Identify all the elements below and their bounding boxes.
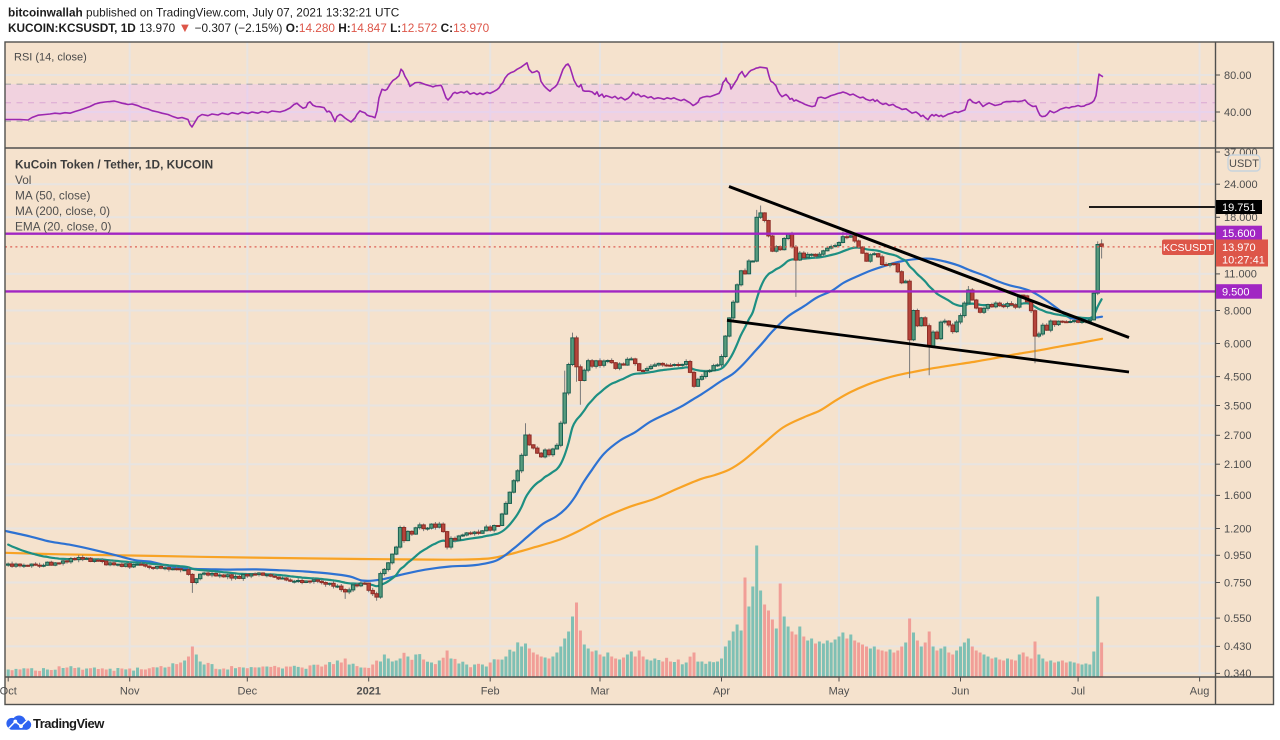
svg-text:8.000: 8.000 bbox=[1224, 305, 1252, 317]
svg-text:Dec: Dec bbox=[238, 686, 258, 698]
svg-text:4.500: 4.500 bbox=[1224, 371, 1252, 383]
svg-text:bitcoinwallah published on Tra: bitcoinwallah published on TradingView.c… bbox=[8, 6, 400, 20]
svg-text:2.700: 2.700 bbox=[1224, 430, 1252, 442]
svg-text:24.000: 24.000 bbox=[1224, 179, 1258, 191]
svg-text:Nov: Nov bbox=[120, 686, 140, 698]
svg-text:0.340: 0.340 bbox=[1224, 668, 1252, 680]
svg-text:Jul: Jul bbox=[1071, 686, 1085, 698]
svg-text:USDT: USDT bbox=[1229, 158, 1259, 170]
svg-text:1.600: 1.600 bbox=[1224, 490, 1252, 502]
svg-text:Apr: Apr bbox=[713, 686, 730, 698]
svg-text:MA (50, close): MA (50, close) bbox=[15, 189, 90, 203]
svg-text:KUCOIN:KCSUSDT, 1D 13.970 ▼ −: KUCOIN:KCSUSDT, 1D 13.970 ▼ −0.307 (−2.1… bbox=[8, 20, 490, 35]
svg-text:Feb: Feb bbox=[481, 686, 500, 698]
svg-text:1.200: 1.200 bbox=[1224, 523, 1252, 535]
svg-text:13.970: 13.970 bbox=[1222, 242, 1256, 254]
svg-text:Oct: Oct bbox=[0, 686, 17, 698]
svg-text:80.00: 80.00 bbox=[1224, 70, 1252, 82]
svg-text:TradingView: TradingView bbox=[33, 716, 105, 731]
svg-text:9.500: 9.500 bbox=[1222, 286, 1250, 298]
svg-text:EMA (20, close, 0): EMA (20, close, 0) bbox=[15, 220, 111, 234]
svg-text:19.751: 19.751 bbox=[1222, 202, 1256, 214]
svg-text:0.550: 0.550 bbox=[1224, 613, 1252, 625]
svg-text:Vol: Vol bbox=[15, 173, 31, 187]
svg-text:40.00: 40.00 bbox=[1224, 107, 1252, 119]
svg-text:Jun: Jun bbox=[952, 686, 970, 698]
svg-text:KCSUSDT: KCSUSDT bbox=[1163, 242, 1214, 254]
svg-text:0.750: 0.750 bbox=[1224, 577, 1252, 589]
svg-text:Aug: Aug bbox=[1190, 686, 1210, 698]
svg-text:3.500: 3.500 bbox=[1224, 400, 1252, 412]
svg-text:6.000: 6.000 bbox=[1224, 338, 1252, 350]
svg-text:18.000: 18.000 bbox=[1224, 212, 1258, 224]
svg-text:Mar: Mar bbox=[591, 686, 610, 698]
svg-text:2021: 2021 bbox=[356, 686, 380, 698]
svg-text:MA (200, close, 0): MA (200, close, 0) bbox=[15, 204, 110, 218]
svg-text:11.000: 11.000 bbox=[1224, 269, 1257, 281]
svg-text:0.430: 0.430 bbox=[1224, 641, 1252, 653]
svg-text:2.100: 2.100 bbox=[1224, 459, 1252, 471]
svg-text:May: May bbox=[829, 686, 850, 698]
svg-text:15.600: 15.600 bbox=[1222, 228, 1256, 240]
svg-text:0.950: 0.950 bbox=[1224, 550, 1252, 562]
svg-text:10:27:41: 10:27:41 bbox=[1222, 255, 1265, 267]
svg-text:KuCoin Token / Tether, 1D, KUC: KuCoin Token / Tether, 1D, KUCOIN bbox=[15, 158, 213, 172]
svg-text:RSI (14, close): RSI (14, close) bbox=[14, 52, 87, 64]
